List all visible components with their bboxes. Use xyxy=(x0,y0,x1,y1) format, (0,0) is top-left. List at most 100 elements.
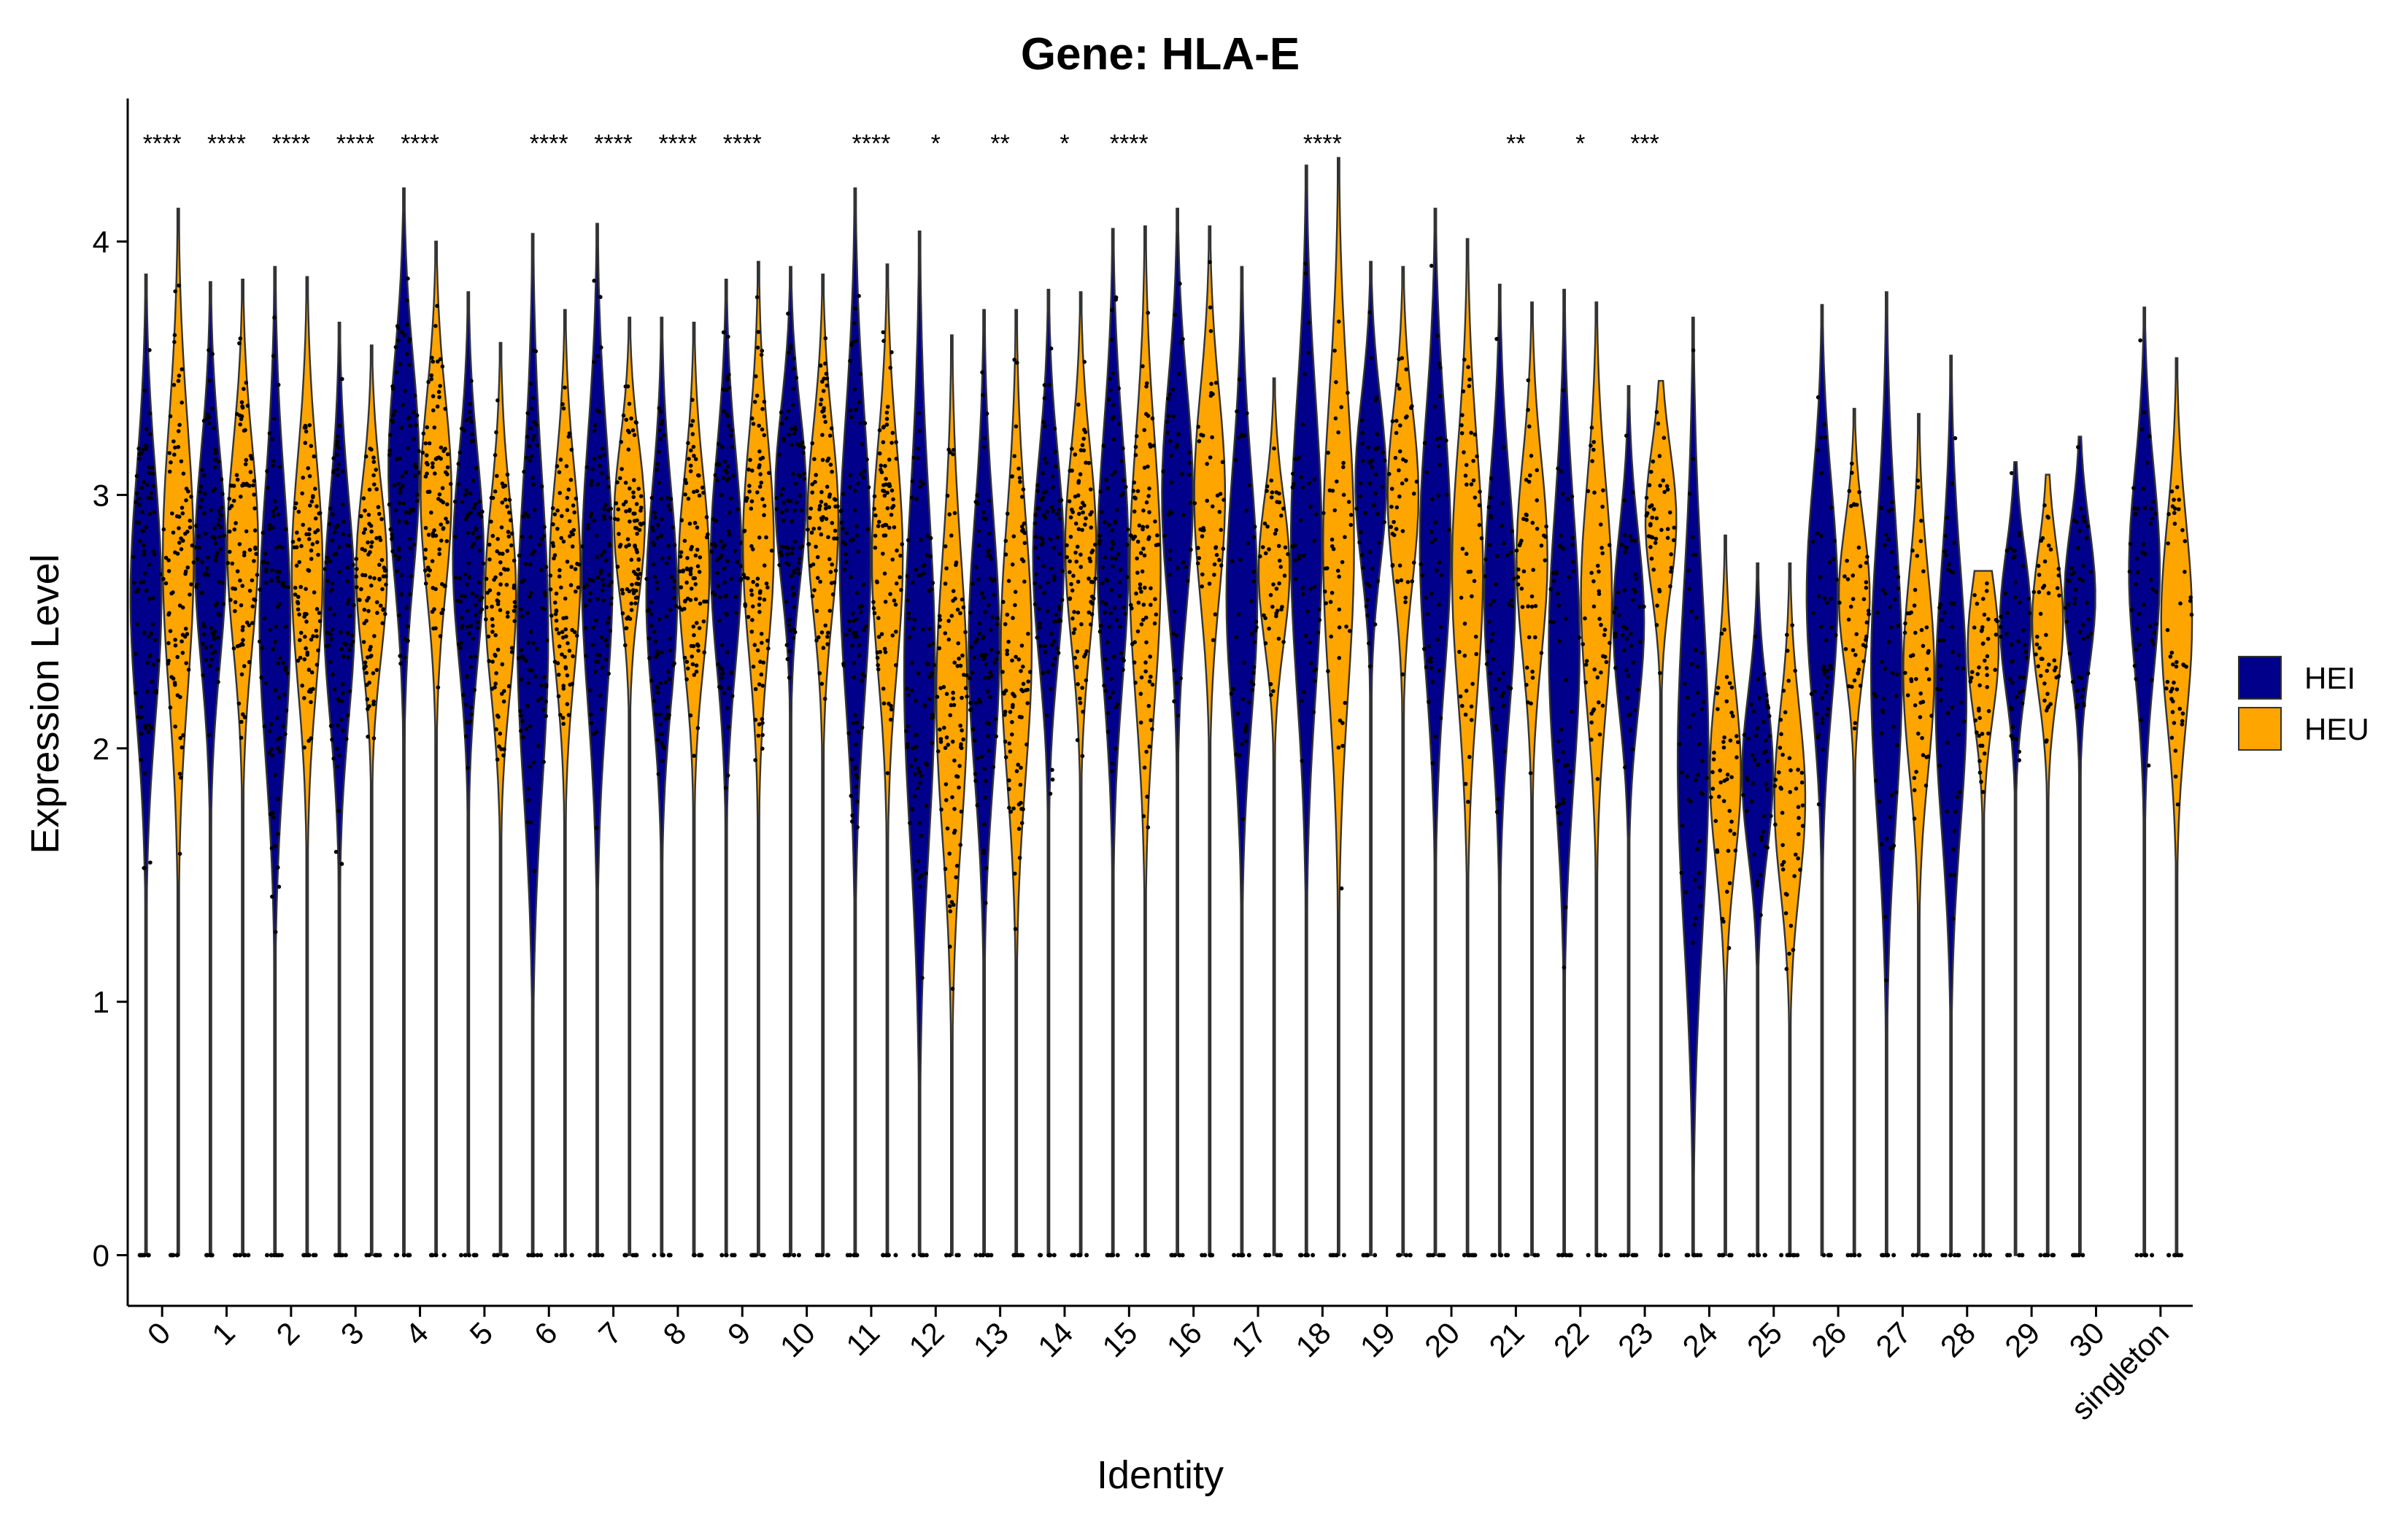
jitter-point xyxy=(1649,470,1653,474)
jitter-point xyxy=(847,484,852,490)
jitter-point xyxy=(1045,509,1049,514)
jitter-point xyxy=(757,603,762,607)
jitter-point xyxy=(572,630,577,635)
jitter-point xyxy=(1328,600,1333,604)
jitter-point xyxy=(1395,579,1400,584)
jitter-point xyxy=(331,469,336,473)
jitter-point-zero xyxy=(1135,1253,1140,1258)
jitter-point xyxy=(918,884,922,889)
violin-heu-9 xyxy=(741,260,775,1256)
jitter-point xyxy=(239,672,244,677)
jitter-point xyxy=(1137,523,1142,528)
jitter-point xyxy=(1890,671,1895,676)
jitter-point xyxy=(785,657,790,662)
jitter-point xyxy=(958,723,962,728)
jitter-point xyxy=(951,589,956,593)
jitter-point xyxy=(1341,492,1346,498)
jitter-point xyxy=(1884,533,1888,537)
jitter-point xyxy=(406,638,410,643)
jitter-point xyxy=(2127,569,2132,574)
jitter-point xyxy=(857,400,862,405)
jitter-point xyxy=(1510,604,1515,608)
jitter-point xyxy=(1051,546,1057,550)
jitter-point xyxy=(313,487,317,491)
violin-heu-27 xyxy=(1902,413,1935,1256)
jitter-point xyxy=(941,684,946,689)
jitter-point xyxy=(987,498,991,503)
jitter-point xyxy=(275,575,280,580)
jitter-point xyxy=(2070,679,2075,684)
jitter-point xyxy=(709,549,714,554)
violin-hei-18 xyxy=(1289,164,1323,1256)
jitter-point xyxy=(1632,587,1637,592)
jitter-point xyxy=(1466,800,1470,804)
jitter-point xyxy=(1108,695,1112,700)
jitter-point xyxy=(751,422,756,426)
jitter-point xyxy=(498,582,503,587)
jitter-point xyxy=(983,795,987,800)
jitter-point xyxy=(134,473,139,479)
jitter-point-zero xyxy=(1717,1253,1722,1258)
jitter-point xyxy=(604,657,609,662)
jitter-point xyxy=(603,558,609,563)
jitter-point xyxy=(595,409,600,413)
jitter-point xyxy=(2010,642,2014,647)
jitter-point xyxy=(1951,847,1956,852)
jitter-point xyxy=(217,517,221,522)
jitter-point xyxy=(852,489,857,493)
jitter-point xyxy=(2129,608,2134,612)
jitter-point xyxy=(825,484,830,489)
jitter-point xyxy=(519,713,523,718)
jitter-point xyxy=(760,716,765,721)
jitter-point xyxy=(136,521,142,525)
jitter-point-zero xyxy=(311,1253,316,1258)
jitter-point xyxy=(683,492,687,497)
jitter-point xyxy=(369,529,374,534)
jitter-point xyxy=(239,735,244,740)
jitter-point xyxy=(1369,355,1374,360)
jitter-point xyxy=(1816,732,1821,737)
jitter-point xyxy=(822,697,827,701)
jitter-point xyxy=(1530,676,1535,680)
jitter-point xyxy=(1144,384,1149,389)
jitter-point xyxy=(1985,673,1989,678)
jitter-point xyxy=(955,607,960,612)
jitter-point xyxy=(729,433,734,438)
jitter-point xyxy=(1280,605,1284,609)
jitter-point xyxy=(1695,690,1700,695)
jitter-point xyxy=(1070,446,1074,451)
jitter-point xyxy=(539,683,544,688)
jitter-point xyxy=(1820,716,1825,721)
jitter-point xyxy=(2150,587,2155,592)
jitter-point-zero xyxy=(1236,1253,1240,1258)
jitter-point xyxy=(2174,687,2180,692)
jitter-point xyxy=(790,546,795,551)
jitter-point xyxy=(464,673,469,678)
jitter-point xyxy=(1165,430,1170,435)
jitter-point xyxy=(197,545,201,550)
jitter-point xyxy=(589,482,593,487)
jitter-point xyxy=(893,603,898,607)
jitter-point xyxy=(180,511,185,516)
jitter-point xyxy=(1080,686,1084,690)
jitter-point xyxy=(968,676,972,681)
jitter-point-zero xyxy=(2080,1253,2085,1258)
jitter-point xyxy=(1051,485,1055,490)
jitter-point xyxy=(436,685,441,690)
jitter-point xyxy=(909,688,914,693)
jitter-point xyxy=(660,517,664,522)
violin-heu-3 xyxy=(355,344,388,1256)
y-tick-label-2: 2 xyxy=(93,732,109,766)
jitter-point xyxy=(724,786,728,790)
jitter-point xyxy=(2188,598,2193,603)
jitter-point xyxy=(2010,659,2014,664)
jitter-point xyxy=(780,487,785,491)
jitter-point xyxy=(1874,778,1878,783)
jitter-point xyxy=(1598,522,1603,527)
jitter-point xyxy=(685,666,690,671)
jitter-point xyxy=(2138,338,2142,343)
jitter-point xyxy=(1896,586,1900,591)
jitter-point xyxy=(584,603,588,608)
jitter-point xyxy=(1306,350,1311,355)
jitter-point xyxy=(1630,597,1635,603)
